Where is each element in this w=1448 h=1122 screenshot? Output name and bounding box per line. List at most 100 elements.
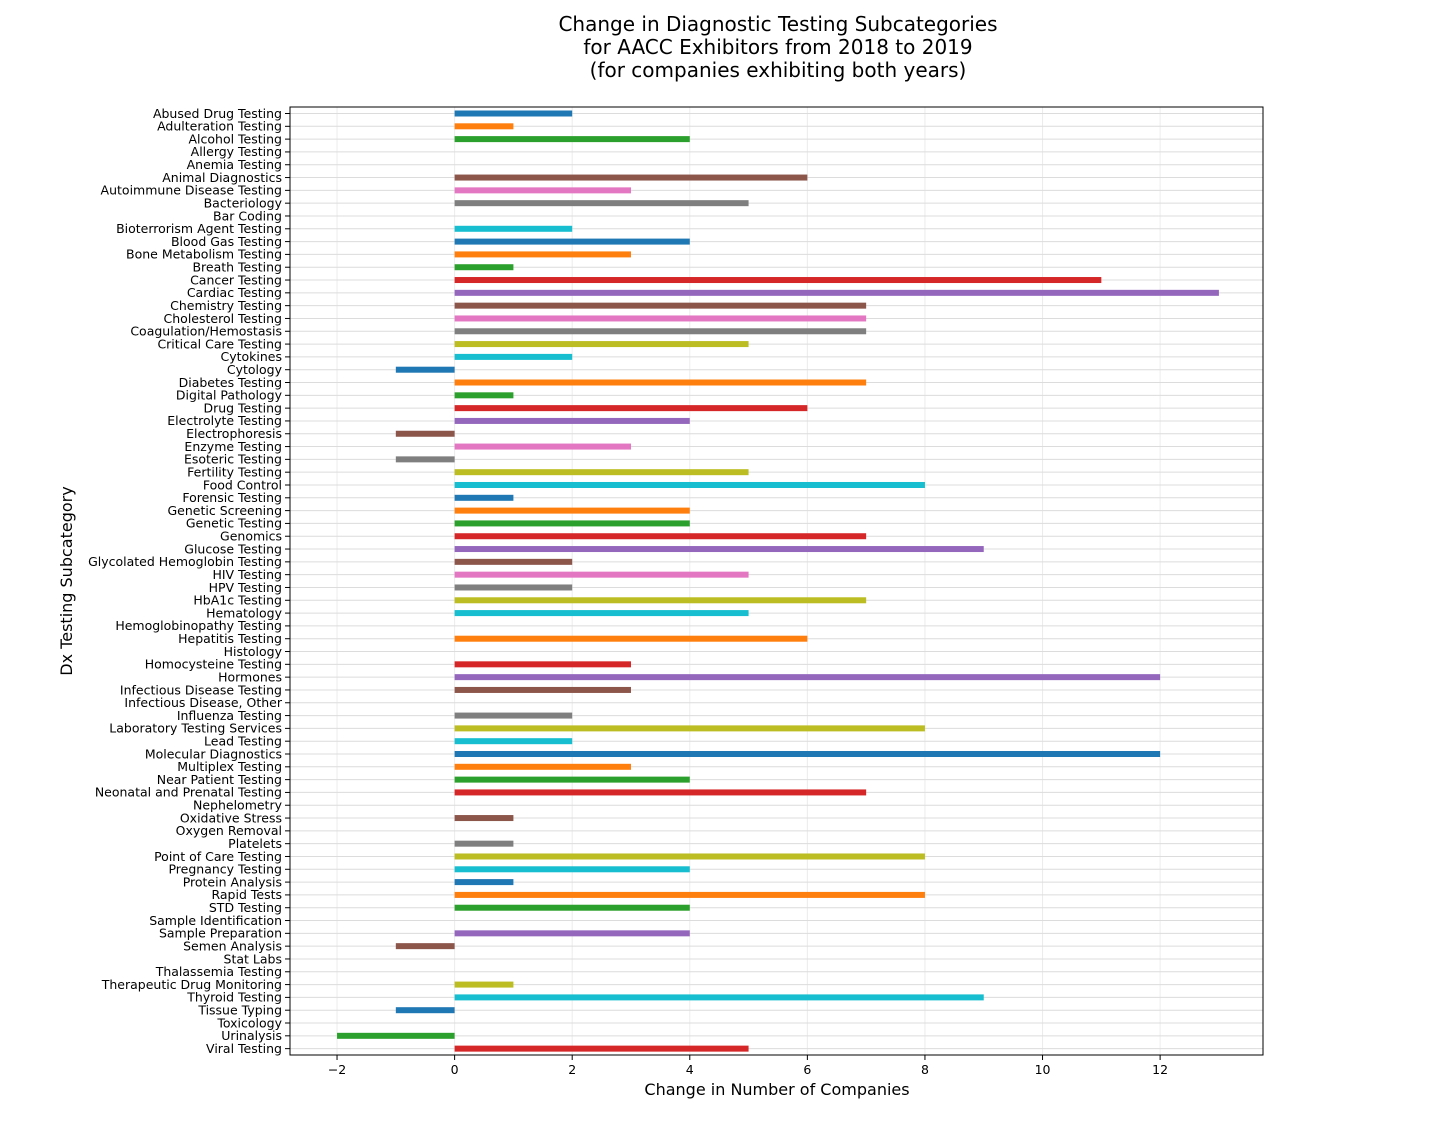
bar [454, 1045, 749, 1052]
bar [454, 712, 573, 719]
bar [454, 417, 690, 424]
x-tick-label: 12 [1152, 1062, 1168, 1077]
bar [454, 481, 925, 488]
y-tick-label: Histology [224, 644, 283, 659]
y-tick-label: Oxidative Stress [180, 810, 282, 825]
x-axis-label: Change in Number of Companies [644, 1080, 909, 1099]
y-tick-label: Oxygen Removal [176, 823, 282, 838]
y-tick-label: Bone Metabolism Testing [126, 247, 282, 262]
y-tick-label: Food Control [203, 477, 282, 492]
bar [454, 353, 573, 360]
y-tick-label: Abused Drug Testing [153, 106, 282, 121]
bar [454, 891, 925, 898]
y-tick-label: HIV Testing [212, 567, 282, 582]
y-tick-label: Nephelometry [193, 798, 283, 813]
bar [454, 443, 631, 450]
bar [454, 494, 514, 501]
y-tick-label: Diabetes Testing [179, 375, 282, 390]
bar [454, 751, 1161, 757]
bar [454, 289, 1219, 296]
y-tick-label: Chemistry Testing [170, 298, 282, 313]
y-tick-label: Bar Coding [213, 208, 282, 223]
bar [395, 943, 455, 950]
y-tick-label: Electrophoresis [186, 426, 282, 441]
bar [454, 763, 631, 770]
bar [454, 379, 867, 386]
bar [395, 366, 455, 373]
bar [454, 520, 690, 527]
y-tick-label: Enzyme Testing [184, 439, 282, 454]
bar [454, 174, 808, 181]
y-tick-label: Hormones [218, 669, 282, 684]
y-tick-label: Bacteriology [204, 195, 283, 210]
y-tick-label: Fertility Testing [187, 464, 282, 479]
y-tick-label: Semen Analysis [183, 938, 282, 953]
y-tick-label: Adulteration Testing [157, 119, 282, 134]
bar [454, 866, 690, 873]
y-tick-label: Pregnancy Testing [168, 862, 282, 877]
y-tick-label: Cytokines [220, 349, 282, 364]
y-tick-label: HbA1c Testing [193, 593, 282, 608]
grid-layer [290, 107, 1263, 1055]
y-tick-label: Critical Care Testing [157, 336, 282, 351]
chart-title-line-1: Change in Diagnostic Testing Subcategori… [558, 12, 997, 36]
bar [454, 302, 867, 309]
y-tick-label: Laboratory Testing Services [109, 721, 282, 736]
bar [454, 225, 573, 232]
bar [454, 879, 514, 886]
x-tick-label: 2 [568, 1062, 576, 1077]
y-tick-label: Lead Testing [204, 733, 282, 748]
y-tick-label: Anemia Testing [187, 157, 282, 172]
y-tick-label: Multiplex Testing [177, 759, 282, 774]
y-tick-label: Sample Identification [149, 913, 282, 928]
chart-title-line-2: for AACC Exhibitors from 2018 to 2019 [583, 35, 972, 59]
bar [454, 686, 631, 693]
x-tick-label: 4 [686, 1062, 694, 1077]
x-tick-label: 8 [921, 1062, 929, 1077]
y-tick-label: Electrolyte Testing [167, 413, 282, 428]
y-tick-label: Glucose Testing [184, 541, 282, 556]
bar [454, 661, 631, 668]
bar [395, 1007, 455, 1014]
y-axis-label: Dx Testing Subcategory [57, 486, 76, 675]
y-tick-label: Platelets [228, 836, 282, 851]
y-tick-label: Autoimmune Disease Testing [101, 183, 282, 198]
y-tick-label: Genetic Screening [167, 503, 282, 518]
y-tick-label: Hepatitis Testing [178, 631, 282, 646]
x-tick-label: 0 [451, 1062, 459, 1077]
y-tick-label: Thyroid Testing [186, 990, 282, 1005]
chart-title: Change in Diagnostic Testing Subcategori… [558, 12, 997, 82]
bar [454, 725, 925, 732]
y-tick-label: Near Patient Testing [157, 772, 282, 787]
y-tick-label: Forensic Testing [182, 490, 282, 505]
y-tick-label: Stat Labs [224, 951, 282, 966]
y-tick-label: Genetic Testing [186, 516, 282, 531]
bar [454, 328, 867, 335]
bar [454, 674, 1161, 681]
y-tick-label: Infectious Disease Testing [120, 682, 282, 697]
bar [395, 456, 455, 463]
bar [454, 610, 749, 617]
y-tick-label: Bioterrorism Agent Testing [116, 221, 282, 236]
y-tick-label: Tissue Typing [197, 1003, 282, 1018]
bar [454, 341, 749, 348]
y-tick-label: Cancer Testing [190, 272, 282, 287]
bar [454, 123, 514, 130]
bar [454, 277, 1102, 284]
bar [454, 136, 690, 143]
bar [454, 405, 808, 412]
bar [454, 200, 749, 207]
bar [454, 840, 514, 847]
bar [454, 469, 749, 476]
y-tick-label: Therapeutic Drug Monitoring [101, 977, 282, 992]
bar [454, 571, 749, 578]
y-tick-label: Thalassemia Testing [155, 964, 282, 979]
bar [454, 584, 573, 591]
bar [454, 815, 514, 822]
y-tick-label: STD Testing [209, 900, 282, 915]
y-tick-label: Allergy Testing [191, 144, 282, 159]
bar [454, 546, 984, 553]
bar [454, 533, 867, 540]
y-tick-label: Digital Pathology [176, 388, 283, 403]
bar [454, 789, 867, 796]
